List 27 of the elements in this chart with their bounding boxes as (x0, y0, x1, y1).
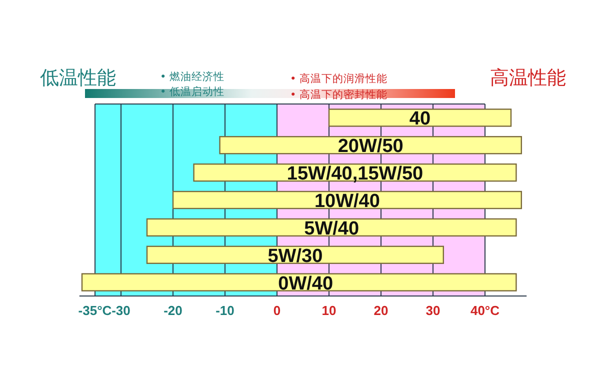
text: • 低温启动性 (160, 85, 225, 98)
x-tick-label: 30 (426, 303, 440, 318)
y-tick-label: 20W/50 (338, 136, 404, 158)
x-tick-label: 20 (374, 303, 388, 318)
text: • 燃油经济性 (160, 70, 225, 83)
x-tick-label: -10 (216, 303, 234, 318)
y-tick-label: 10W/40 (314, 191, 380, 212)
x-tick-label: 40°C (470, 303, 500, 318)
text: • 高温下的润滑性能 (290, 72, 388, 85)
x-tick-label: -35°C (78, 303, 112, 318)
bar (172, 190, 522, 210)
bar (81, 273, 517, 292)
x-tick-label: -20 (164, 303, 182, 318)
y-tick-label: 5W/40 (304, 218, 360, 240)
y-tick-label: 15W/40,15W/50 (286, 164, 424, 185)
bar (146, 218, 517, 237)
x-tick-label: -30 (112, 303, 130, 318)
x-tick-label: 0 (273, 303, 281, 318)
bar (328, 108, 512, 127)
y-tick-label: 40 (409, 108, 431, 130)
bar (146, 246, 444, 264)
y-tick-label: 5W/30 (268, 246, 323, 267)
y-tick-label: 0W/40 (278, 273, 334, 294)
text: 低温性能 (40, 67, 116, 89)
x-tick-label: 10 (322, 303, 336, 318)
text: 高温性能 (490, 67, 566, 89)
text: • 高温下的密封性能 (290, 88, 388, 101)
